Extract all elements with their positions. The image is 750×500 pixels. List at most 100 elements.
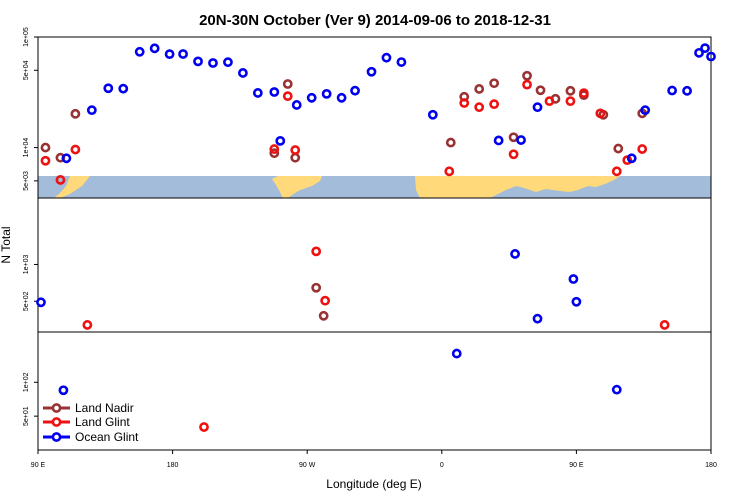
ocean-glint-point xyxy=(306,92,317,103)
ocean-glint-point xyxy=(700,43,710,54)
land-glint-point xyxy=(544,96,555,107)
ocean-glint-point xyxy=(86,105,97,116)
ocean-glint-point xyxy=(381,52,392,63)
land-glint-point xyxy=(82,320,93,330)
ocean-glint-point xyxy=(667,85,678,96)
land-nadir-point xyxy=(489,78,500,89)
ocean-glint-point xyxy=(532,102,543,113)
land-nadir-point xyxy=(613,143,624,154)
ocean-glint-point xyxy=(178,49,188,59)
land-nadir-point xyxy=(522,70,532,81)
land-glint-point xyxy=(311,246,322,257)
land-glint-point xyxy=(659,320,670,330)
legend-marker-land-glint xyxy=(51,417,62,427)
ocean-glint-point xyxy=(321,88,332,99)
x-tick-label: 0 xyxy=(440,462,444,469)
land-nadir-point xyxy=(535,85,546,96)
x-tick-label: 180 xyxy=(167,462,179,469)
land-glint-point xyxy=(269,144,280,154)
ocean-glint-point xyxy=(223,57,233,68)
panel-frame xyxy=(37,331,712,451)
land-nadir-point xyxy=(311,282,322,293)
chart-title: 20N-30N October (Ver 9) 2014-09-06 to 20… xyxy=(199,12,551,29)
ocean-glint-point xyxy=(611,384,622,395)
x-tick-label: 180 xyxy=(705,462,717,469)
ocean-glint-point xyxy=(275,135,286,146)
legend-label-land-glint: Land Glint xyxy=(75,415,130,429)
land-nadir-point xyxy=(508,132,519,143)
y-axis-ticks: 1e+05 5e+04 1e+04 5e+03 1e+03 5e+02 1e+02 5e+01 xyxy=(23,27,38,426)
land-nadir-point xyxy=(474,84,485,94)
ocean-glint-point xyxy=(118,83,129,94)
land-nadir-point xyxy=(40,142,51,153)
land-glint-point xyxy=(55,175,66,185)
ocean-glint-point xyxy=(103,83,114,94)
land-glint-point xyxy=(199,422,209,432)
legend-label-land-nadir: Land Nadir xyxy=(75,401,134,415)
x-tick-label: 90 W xyxy=(299,462,316,469)
legend-label-ocean-glint: Ocean Glint xyxy=(75,430,139,444)
y-tick-label: 5e+04 xyxy=(23,60,30,80)
legend-marker-land-nadir xyxy=(51,403,62,413)
ocean-glint-point xyxy=(493,135,504,146)
ocean-glint-point xyxy=(61,153,72,164)
ocean-glint-point xyxy=(149,43,160,54)
land-glint-point xyxy=(578,88,589,98)
land-glint-point xyxy=(637,144,648,154)
map-land xyxy=(54,176,90,198)
x-tick-label: 90 E xyxy=(31,462,46,469)
land-glint-point xyxy=(508,149,519,160)
world-map-strip xyxy=(38,176,711,198)
ocean-glint-point xyxy=(36,297,46,308)
land-glint-point xyxy=(611,166,622,177)
ocean-glint-point xyxy=(451,348,462,359)
ocean-glint-point xyxy=(237,68,248,78)
ocean-glint-point xyxy=(532,313,543,324)
land-nadir-point xyxy=(282,79,293,89)
map-land xyxy=(415,176,620,198)
panel-frames xyxy=(37,36,712,451)
y-axis-label: N Total xyxy=(0,226,13,263)
ocean-glint-point xyxy=(694,47,704,58)
ocean-glint-point xyxy=(164,49,175,60)
land-glint-point xyxy=(40,155,51,166)
y-tick-label: 1e+03 xyxy=(23,255,30,275)
land-glint-point xyxy=(474,102,485,113)
ocean-glint-point xyxy=(291,100,302,110)
land-glint-point xyxy=(444,166,455,177)
land-glint-point xyxy=(489,99,500,110)
ocean-glint-point xyxy=(706,51,716,62)
y-tick-label: 5e+01 xyxy=(23,406,30,426)
data-points xyxy=(36,43,716,432)
land-glint-point xyxy=(595,108,606,119)
ocean-glint-point xyxy=(134,46,145,57)
ocean-glint-point xyxy=(396,57,407,67)
y-tick-label: 1e+02 xyxy=(23,372,30,392)
ocean-glint-point xyxy=(350,85,360,96)
x-tick-label: 90 E xyxy=(569,462,584,469)
land-nadir-point xyxy=(290,152,301,163)
ocean-glint-point xyxy=(571,296,582,307)
land-glint-point xyxy=(522,79,532,90)
panel-frame xyxy=(37,197,712,333)
ocean-glint-point xyxy=(427,109,438,120)
land-glint-point xyxy=(290,145,301,155)
land-nadir-point xyxy=(445,137,456,148)
ocean-glint-point xyxy=(336,92,347,103)
ocean-glint-point xyxy=(640,105,651,116)
legend-marker-ocean-glint xyxy=(51,432,62,442)
land-glint-point xyxy=(565,96,576,107)
land-glint-point xyxy=(282,91,293,102)
land-nadir-point xyxy=(318,310,329,321)
ocean-glint-point xyxy=(252,88,263,98)
land-nadir-point xyxy=(70,108,81,119)
ocean-glint-point xyxy=(568,274,579,284)
ocean-glint-point xyxy=(366,66,377,77)
y-tick-label: 1e+05 xyxy=(23,27,30,47)
land-glint-point xyxy=(70,144,81,155)
land-glint-point xyxy=(459,98,470,108)
y-tick-label: 5e+03 xyxy=(23,171,30,191)
ocean-glint-point xyxy=(193,56,203,67)
